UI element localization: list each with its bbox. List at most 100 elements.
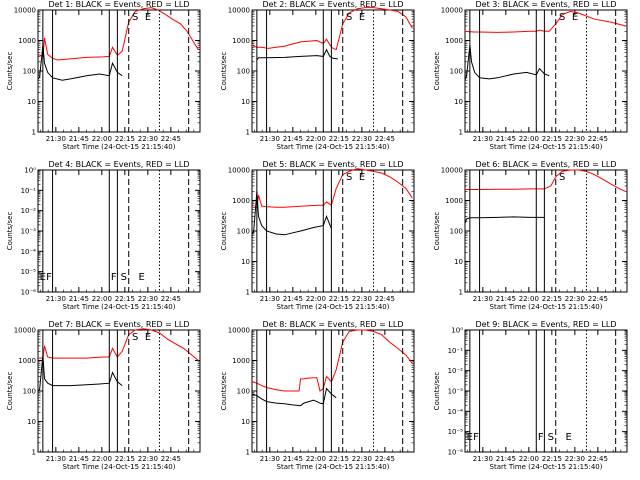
x-tick-label: 21:45 — [496, 455, 516, 463]
y-tick-label: 10 — [27, 418, 36, 426]
y-tick-label: 100 — [237, 228, 250, 236]
lld-series-line — [464, 10, 626, 33]
y-axis-ticks: 1 10 100 1000 10000 — [441, 167, 627, 297]
phase-label: E — [40, 272, 46, 283]
x-tick-label: 22:15 — [115, 455, 135, 463]
y-tick-label: 10⁰ — [451, 327, 463, 335]
x-tick-label: 21:45 — [283, 295, 303, 303]
x-tick-label: 22:45 — [375, 295, 395, 303]
plot-frame — [464, 329, 628, 453]
x-axis-label: Start Time (24-Oct-15 21:15:40) — [490, 463, 603, 471]
y-tick-label: 10⁻² — [21, 207, 37, 215]
plot-frame — [37, 9, 201, 133]
x-tick-label: 22:00 — [519, 295, 539, 303]
phase-label: F — [473, 432, 479, 443]
phase-label: E — [572, 12, 578, 23]
phase-label: S — [132, 332, 138, 343]
y-axis-ticks: 1 10 100 1000 10000 — [228, 7, 414, 137]
phase-label: F — [46, 272, 52, 283]
panel-2: Det 2: BLACK = Events, RED = LLD 1 10 100 10… — [220, 0, 415, 151]
y-tick-label: 1000 — [445, 197, 463, 205]
panel-title: Det 4: BLACK = Events, RED = LLD — [49, 160, 190, 169]
phase-label: S — [346, 12, 352, 23]
phase-label: F — [111, 272, 117, 283]
y-tick-label: 100 — [450, 68, 463, 76]
panel-title: Det 2: BLACK = Events, RED = LLD — [263, 0, 404, 9]
plot-frame — [251, 9, 415, 133]
y-tick-label: 10 — [241, 98, 250, 106]
x-tick-label: 22:45 — [588, 455, 608, 463]
x-tick-label: 21:30 — [46, 135, 66, 143]
lld-series-line — [465, 169, 626, 192]
x-tick-label: 22:00 — [92, 295, 112, 303]
y-tick-label: 10⁻⁵ — [21, 268, 37, 276]
y-tick-label: 1000 — [232, 37, 250, 45]
y-axis-label: Counts/sec — [433, 52, 441, 91]
panel-title: Det 7: BLACK = Events, RED = LLD — [49, 320, 190, 329]
x-tick-label: 21:45 — [69, 455, 89, 463]
y-tick-label: 1 — [32, 129, 36, 137]
y-tick-label: 10⁻⁶ — [448, 449, 464, 457]
x-axis-ticks: 21:30 21:45 22:00 22:15 22:30 22:45 — [467, 10, 622, 143]
x-axis-label: Start Time (24-Oct-15 21:15:40) — [63, 463, 176, 471]
y-axis-ticks: 1 10 100 1000 10000 — [14, 7, 200, 137]
x-axis-ticks: 21:30 21:45 22:00 22:15 22:30 22:45 — [40, 10, 195, 143]
x-tick-label: 22:00 — [519, 455, 539, 463]
panel-7: Det 7: BLACK = Events, RED = LLD 1 10 100 10… — [6, 320, 201, 471]
x-tick-label: 21:30 — [473, 135, 493, 143]
x-axis-label: Start Time (24-Oct-15 21:15:40) — [490, 143, 603, 151]
y-axis-ticks: 10⁻⁶ 10⁻⁵ 10⁻⁴ 10⁻³ 10⁻² 10⁻¹ 10⁰ — [448, 327, 627, 457]
x-tick-label: 22:00 — [92, 135, 112, 143]
x-tick-label: 21:30 — [473, 455, 493, 463]
x-tick-label: 22:15 — [542, 295, 562, 303]
y-tick-label: 10⁻⁵ — [448, 428, 464, 436]
lld-series-line — [38, 328, 199, 361]
x-tick-label: 22:45 — [588, 135, 608, 143]
phase-label: E — [145, 12, 151, 23]
plot-frame — [251, 329, 415, 453]
plot-frame — [37, 329, 201, 453]
phase-label: E — [359, 12, 365, 23]
x-tick-label: 22:45 — [161, 295, 181, 303]
y-tick-label: 1000 — [232, 357, 250, 365]
y-tick-label: 100 — [450, 228, 463, 236]
y-tick-label: 10⁻¹ — [21, 187, 37, 195]
plot-frame — [464, 9, 628, 133]
y-axis-ticks: 1 10 100 1000 10000 — [228, 327, 414, 457]
panel-title: Det 8: BLACK = Events, RED = LLD — [263, 320, 404, 329]
y-axis-label: Counts/sec — [6, 372, 14, 411]
y-tick-label: 100 — [237, 68, 250, 76]
panel-6: Det 6: BLACK = Events, RED = LLD 1 10 100 10… — [433, 160, 628, 311]
lld-series-line — [251, 7, 413, 51]
x-axis-ticks: 21:30 21:45 22:00 22:15 22:30 22:45 — [254, 330, 409, 463]
y-tick-label: 1000 — [232, 197, 250, 205]
x-axis-label: Start Time (24-Oct-15 21:15:40) — [277, 303, 390, 311]
x-axis-label: Start Time (24-Oct-15 21:15:40) — [490, 303, 603, 311]
x-tick-label: 22:30 — [352, 455, 372, 463]
x-tick-label: 22:30 — [565, 455, 585, 463]
x-tick-label: 22:00 — [519, 135, 539, 143]
y-tick-label: 10 — [454, 258, 463, 266]
x-tick-label: 22:30 — [138, 135, 158, 143]
x-tick-label: 22:45 — [588, 295, 608, 303]
y-tick-label: 10000 — [14, 327, 36, 335]
panel-title: Det 6: BLACK = Events, RED = LLD — [476, 160, 617, 169]
phase-label: S — [121, 272, 127, 283]
y-tick-label: 10000 — [228, 7, 250, 15]
x-tick-label: 21:45 — [69, 135, 89, 143]
x-tick-label: 22:30 — [352, 295, 372, 303]
y-tick-label: 10⁻¹ — [448, 347, 464, 355]
x-tick-label: 22:00 — [306, 455, 326, 463]
x-axis-label: Start Time (24-Oct-15 21:15:40) — [277, 143, 390, 151]
y-tick-label: 10⁻³ — [21, 228, 37, 236]
x-tick-label: 22:15 — [329, 295, 349, 303]
x-tick-label: 22:15 — [542, 135, 562, 143]
x-tick-label: 22:30 — [138, 455, 158, 463]
x-tick-label: 22:30 — [352, 135, 372, 143]
y-tick-label: 1000 — [18, 357, 36, 365]
y-tick-label: 10 — [241, 418, 250, 426]
x-tick-label: 21:30 — [46, 295, 66, 303]
plot-frame — [251, 169, 415, 293]
y-tick-label: 1 — [246, 289, 250, 297]
